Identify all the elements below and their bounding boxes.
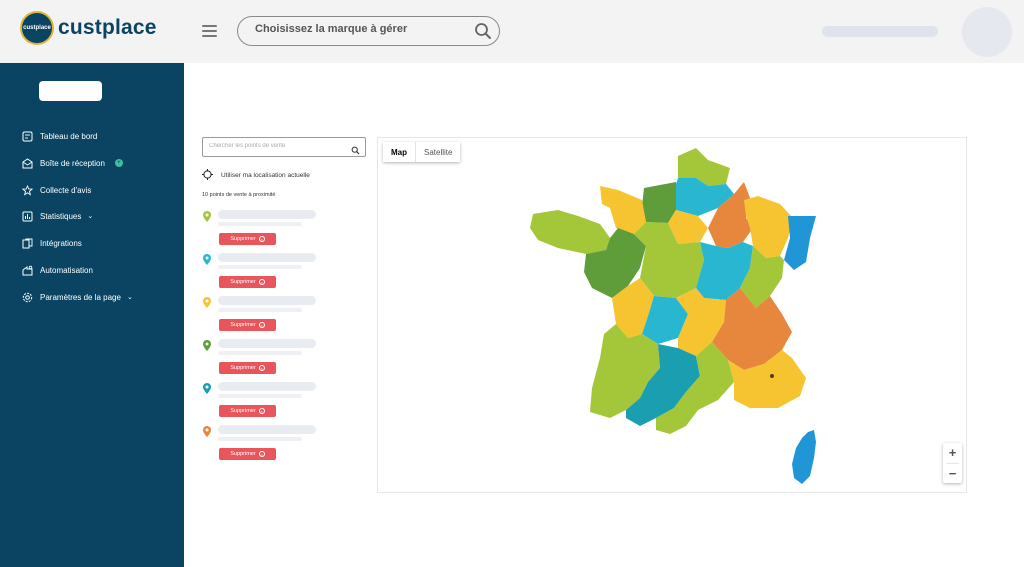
brand-logo-placeholder: [39, 81, 102, 101]
store-address-placeholder: [218, 265, 302, 269]
store-list-item[interactable]: Supprimer ×: [202, 252, 366, 295]
map-pin-icon: [203, 424, 211, 442]
sidebar-item-inbox[interactable]: Boîte de réception +: [22, 156, 123, 170]
close-icon: ×: [258, 322, 265, 328]
store-list-item[interactable]: Supprimer ×: [202, 295, 366, 338]
close-icon: ×: [258, 365, 265, 371]
search-icon[interactable]: [474, 22, 492, 45]
delete-store-button[interactable]: Supprimer ×: [219, 448, 276, 460]
sidebar-item-dashboard[interactable]: Tableau de bord: [22, 129, 97, 143]
hamburger-menu-icon[interactable]: [202, 25, 217, 37]
store-search-box[interactable]: [202, 137, 366, 157]
map-type-toggle[interactable]: Map Satellite: [383, 142, 461, 162]
store-list-item[interactable]: Supprimer ×: [202, 209, 366, 252]
logo-text: custplace: [58, 16, 157, 39]
logo-badge-icon: custplace: [20, 11, 54, 45]
delete-store-button[interactable]: Supprimer ×: [219, 405, 276, 417]
delete-store-button[interactable]: Supprimer ×: [219, 276, 276, 288]
crosshair-icon: [202, 169, 213, 182]
map-pin-icon: [203, 252, 211, 270]
close-icon: ×: [258, 236, 265, 242]
chevron-down-icon[interactable]: ⌄: [126, 294, 133, 301]
store-name-placeholder: [218, 425, 316, 434]
logo-badge-text: custplace: [23, 25, 51, 31]
brand-search-box[interactable]: [237, 16, 500, 46]
map-type-map-button[interactable]: Map: [383, 142, 416, 162]
zoom-out-button[interactable]: −: [943, 464, 962, 484]
store-address-placeholder: [218, 222, 302, 226]
sidebar-item-label: Tableau de bord: [40, 131, 98, 141]
store-name-placeholder: [218, 296, 316, 305]
star-icon: [22, 184, 33, 196]
sidebar-item-page-settings[interactable]: Paramètres de la page ⌄: [22, 290, 133, 304]
store-list-item[interactable]: Supprimer ×: [202, 338, 366, 381]
close-icon: ×: [258, 279, 265, 285]
user-name-placeholder: [822, 26, 938, 37]
sidebar-item-reviews[interactable]: Collecte d'avis: [22, 183, 91, 197]
sidebar-item-label: Boîte de réception: [40, 158, 105, 168]
top-bar: custplace custplace: [0, 0, 1024, 63]
zoom-controls: + −: [943, 443, 962, 483]
map-pin-icon: [203, 209, 211, 227]
store-count: 10 points de vente à proximité: [202, 192, 276, 198]
sidebar-item-label: Intégrations: [40, 238, 82, 248]
logo[interactable]: custplace custplace: [20, 11, 157, 45]
store-name-placeholder: [218, 382, 316, 391]
search-icon[interactable]: [351, 142, 360, 160]
chart-icon: [22, 211, 33, 222]
avatar[interactable]: [962, 7, 1012, 57]
store-address-placeholder: [218, 308, 302, 312]
sidebar-item-label: Automatisation: [40, 265, 93, 275]
store-name-placeholder: [218, 339, 316, 348]
use-current-location[interactable]: Utiliser ma localisation actuelle: [202, 169, 310, 182]
inbox-icon: [22, 157, 33, 169]
store-name-placeholder: [218, 210, 316, 219]
map-pin-icon: [203, 381, 211, 399]
delete-store-button[interactable]: Supprimer ×: [219, 319, 276, 331]
inbox-badge: +: [114, 159, 123, 167]
sidebar-item-automation[interactable]: Automatisation: [22, 263, 93, 277]
chevron-down-icon[interactable]: ⌄: [87, 213, 94, 220]
brand-search-input[interactable]: [255, 23, 465, 35]
map-pin-icon: [203, 295, 211, 313]
sidebar-item-label: Collecte d'avis: [40, 185, 92, 195]
sidebar-item-label: Statistiques: [40, 211, 82, 221]
store-name-placeholder: [218, 253, 316, 262]
delete-store-button[interactable]: Supprimer ×: [219, 362, 276, 374]
zoom-in-button[interactable]: +: [943, 443, 962, 463]
sidebar-item-integrations[interactable]: Intégrations: [22, 236, 82, 250]
store-address-placeholder: [218, 394, 302, 398]
use-location-label: Utiliser ma localisation actuelle: [221, 172, 310, 179]
automation-icon: [22, 265, 33, 276]
close-icon: ×: [258, 451, 265, 457]
sidebar: Tableau de bord Boîte de réception + Col…: [0, 63, 184, 567]
map-view[interactable]: Map Satellite + −: [377, 137, 967, 493]
close-icon: ×: [258, 408, 265, 414]
sidebar-item-label: Paramètres de la page: [40, 292, 121, 302]
dashboard-icon: [22, 131, 33, 142]
map-pin-icon: [203, 338, 211, 356]
divider: [946, 463, 959, 464]
store-search-input[interactable]: [209, 143, 339, 149]
store-list-item[interactable]: Supprimer ×: [202, 424, 366, 467]
delete-store-button[interactable]: Supprimer ×: [219, 233, 276, 245]
france-regions-map[interactable]: [378, 138, 967, 493]
store-address-placeholder: [218, 351, 302, 355]
gear-icon: [22, 292, 33, 303]
sidebar-item-statistics[interactable]: Statistiques ⌄: [22, 209, 93, 223]
integrations-icon: [22, 238, 33, 249]
store-list-item[interactable]: Supprimer ×: [202, 381, 366, 424]
store-address-placeholder: [218, 437, 302, 441]
map-type-satellite-button[interactable]: Satellite: [416, 142, 461, 162]
